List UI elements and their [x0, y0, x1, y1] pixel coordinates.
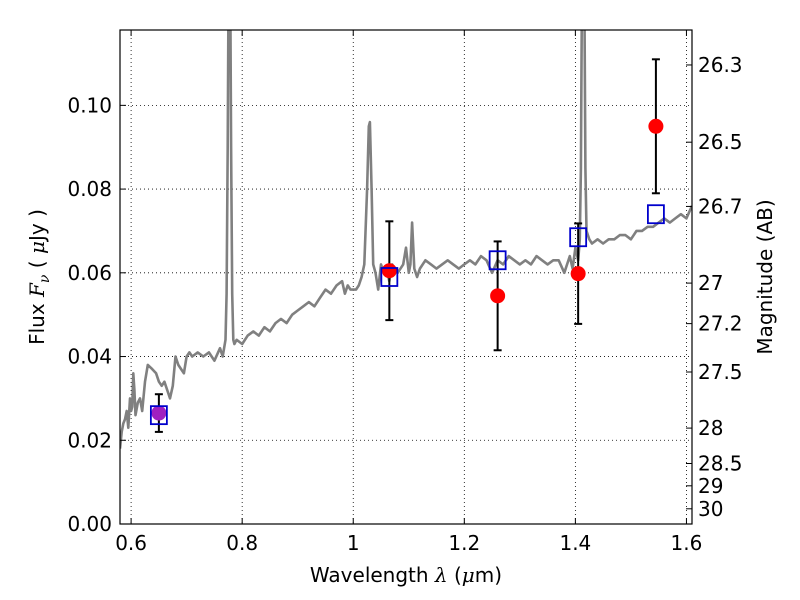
- y2-tick-label: 28.5: [698, 451, 743, 475]
- y2-axis-label: Magnitude (AB): [753, 199, 777, 354]
- plot-area: [120, 30, 692, 449]
- y-axis-label-unit-open: (: [25, 254, 49, 275]
- y-tick-label: 0.04: [67, 345, 112, 369]
- model-point-square: [380, 267, 399, 287]
- x-axis-label-unit-mu: μ: [462, 563, 475, 587]
- x-tick-label: 0.8: [226, 531, 258, 555]
- x-tick-label: 1.6: [671, 531, 703, 555]
- y2-tick-label: 27.2: [698, 312, 743, 336]
- y-axis-label-unit-mu: μ: [25, 241, 49, 254]
- x-tick-label: 1.2: [448, 531, 480, 555]
- y-tick-label: 0.00: [67, 512, 112, 536]
- x-axis-label-unit-open: (: [448, 563, 462, 587]
- observed-point: [381, 263, 397, 279]
- model-point-square: [488, 250, 507, 271]
- spectrum-line: [120, 30, 692, 449]
- y2-tick-label: 26.3: [698, 53, 743, 77]
- y2-tick-label: 28: [698, 416, 723, 440]
- y2-tick-label: 29: [698, 474, 723, 498]
- y2-tick-label: 26.7: [698, 194, 743, 218]
- y2-tick-label: 27.5: [698, 360, 743, 384]
- plot-frame: [119, 29, 693, 525]
- axis-ticks: 0.6 0.8 1 1.2 1.4 1.6 0.00 0.02 0.04 0.06 0.08 0.10…: [67, 30, 743, 555]
- x-axis-label: Wavelength λ (μm): [310, 563, 502, 587]
- model-point-square: [647, 204, 665, 225]
- x-tick-label: 1.4: [559, 531, 591, 555]
- observed-point: [648, 118, 664, 134]
- observed-point: [570, 266, 586, 282]
- y2-tick-label: 26.5: [698, 130, 743, 154]
- model-point-square: [149, 405, 168, 426]
- y-tick-label: 0.06: [67, 261, 112, 285]
- y-axis-label-f: F: [25, 282, 49, 298]
- y-axis-label-prefix: Flux: [25, 297, 49, 345]
- x-tick-label: 1: [347, 531, 360, 555]
- x-axis-label-unit-rest: m): [475, 563, 502, 587]
- y-tick-label: 0.10: [67, 93, 112, 117]
- y2-tick-label: 27: [698, 271, 723, 295]
- y-axis-label: Flux Fν ( μJy ): [25, 209, 53, 345]
- y-axis-label-unit-rest: Jy ): [25, 209, 49, 243]
- x-tick-label: 0.6: [115, 531, 147, 555]
- y2-tick-label: 30: [698, 497, 723, 521]
- model-point-square: [569, 227, 588, 248]
- x-axis-label-lambda: λ: [434, 563, 448, 587]
- y-axis-label-nu: ν: [37, 274, 53, 283]
- observed-point: [490, 288, 506, 304]
- x-axis-label-prefix: Wavelength: [310, 563, 435, 587]
- observed-point: [151, 405, 167, 421]
- y-tick-label: 0.02: [67, 428, 112, 452]
- y-tick-label: 0.08: [67, 177, 112, 201]
